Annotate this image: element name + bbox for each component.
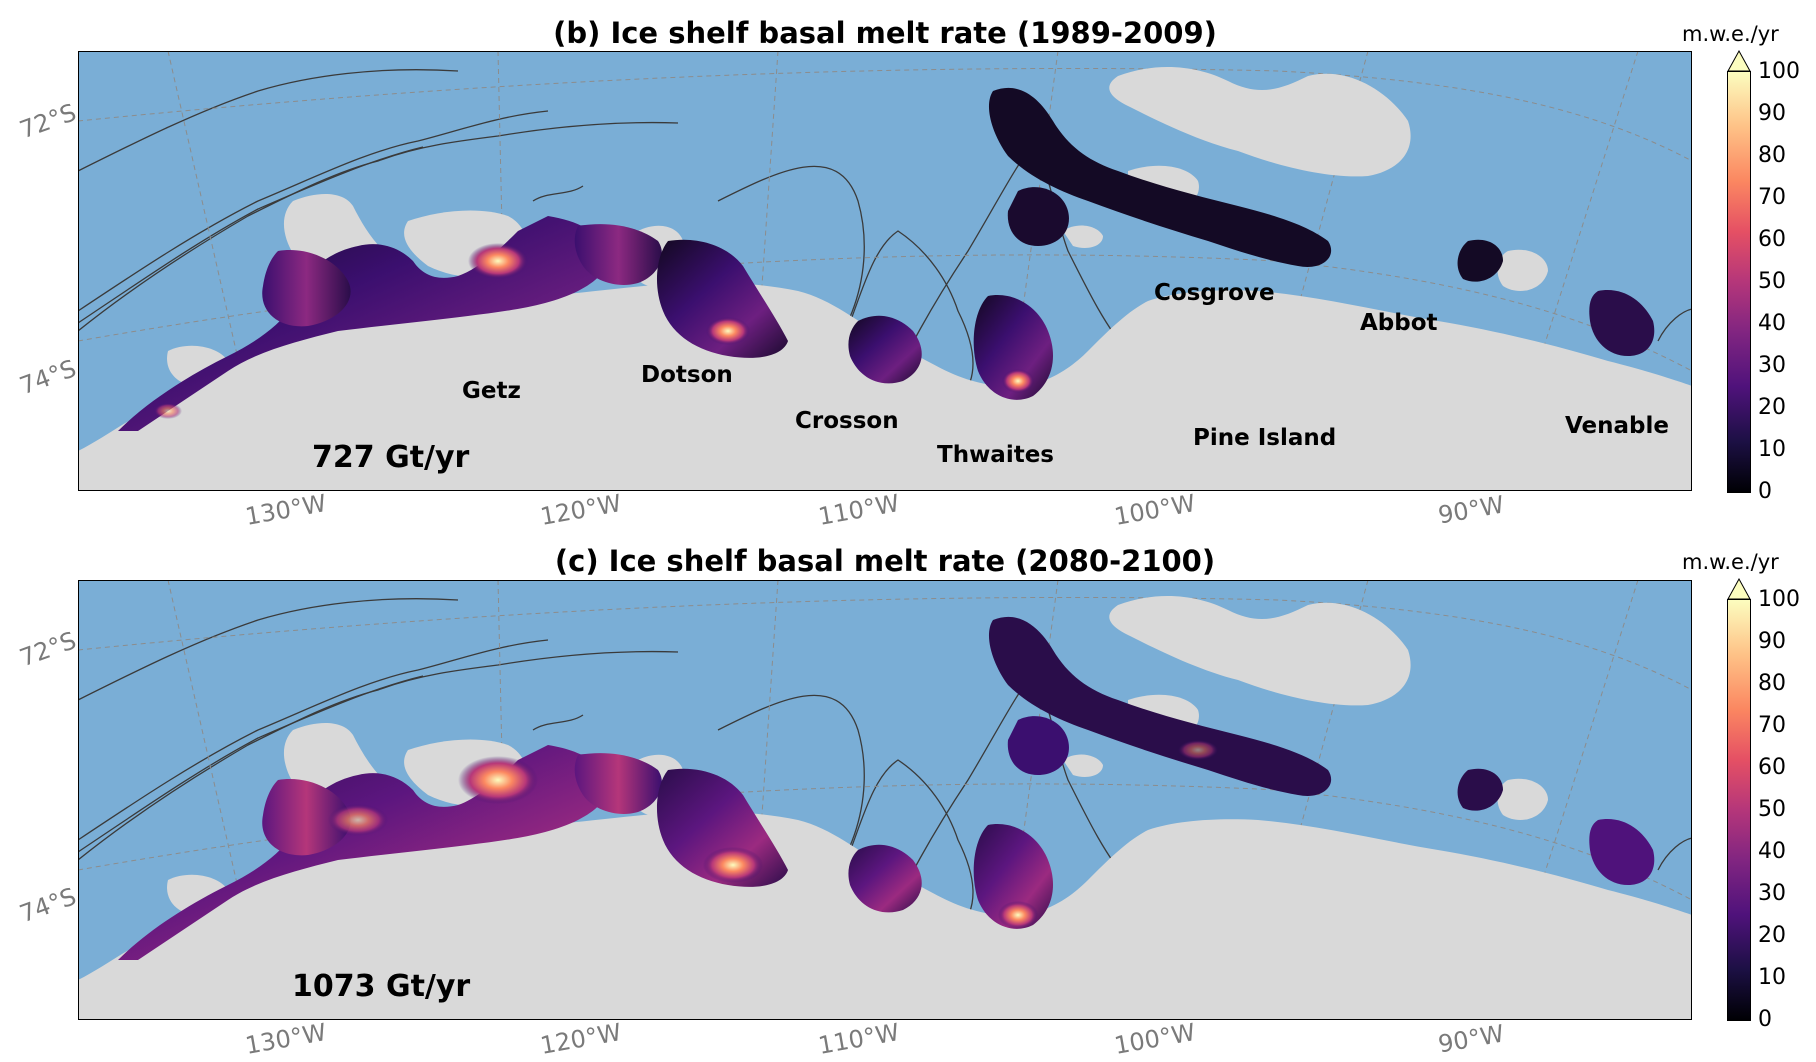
- colorbar-tick: 50: [1758, 797, 1786, 822]
- shelf-label-venable: Venable: [1565, 413, 1669, 439]
- lon-label: 110°W: [816, 1018, 902, 1060]
- abbot-shelf: [988, 87, 1332, 267]
- pine-island-shelf: [973, 295, 1053, 400]
- venable-shelf: [1589, 290, 1655, 356]
- venable-shelf: [1589, 819, 1655, 885]
- east-shelf: [1457, 239, 1503, 282]
- colorbar-tick: 90: [1758, 629, 1786, 654]
- shelf-label-crosson: Crosson: [795, 408, 899, 434]
- getz-west: [262, 250, 351, 327]
- colorbar-tick: 50: [1758, 269, 1786, 294]
- shelf-label-cosgrove: Cosgrove: [1154, 280, 1275, 306]
- lon-label: 120°W: [538, 1018, 624, 1060]
- lat-label: 72°S: [16, 626, 80, 673]
- ice-shelves-melt: [118, 87, 1655, 431]
- map-border: [78, 51, 1692, 491]
- total-melt-label: 1073 Gt/yr: [292, 969, 471, 1004]
- lon-label: 110°W: [816, 489, 902, 531]
- colorbar-extend-arrow: [1727, 50, 1751, 72]
- cosgrove-shelf: [1007, 716, 1069, 775]
- melt-hotspot: [1178, 740, 1218, 760]
- colorbar-tick: 30: [1758, 881, 1786, 906]
- lat-label: 72°S: [16, 98, 80, 145]
- colorbar-tick: 20: [1758, 395, 1786, 420]
- colorbar-tick: 80: [1758, 143, 1786, 168]
- colorbar-tick: 70: [1758, 185, 1786, 210]
- colorbar-tick: 80: [1758, 671, 1786, 696]
- colorbar-tick: 70: [1758, 713, 1786, 738]
- shelf-label-dotson: Dotson: [641, 362, 733, 388]
- map-border: [78, 580, 1692, 1020]
- colorbar-tick: 90: [1758, 101, 1786, 126]
- lon-label: 130°W: [243, 489, 329, 531]
- lat-label: 74°S: [16, 882, 80, 929]
- dotson-shelf: [574, 753, 662, 815]
- shelf-label-getz: Getz: [462, 378, 521, 404]
- melt-hotspot: [458, 756, 538, 804]
- lon-label: 90°W: [1436, 490, 1507, 530]
- thwaites-shelf: [848, 844, 922, 913]
- melt-hotspot: [998, 901, 1038, 929]
- panel-title: (b) Ice shelf basal melt rate (1989-2009…: [553, 16, 1217, 50]
- melt-hotspot: [706, 317, 750, 345]
- dotson-shelf: [574, 224, 662, 286]
- colorbar-tick: 10: [1758, 437, 1786, 462]
- abbot-shelf: [988, 616, 1332, 796]
- total-melt-label: 727 Gt/yr: [312, 440, 470, 475]
- colorbar-tick: 40: [1758, 839, 1786, 864]
- colorbar-tick: 100: [1758, 587, 1800, 612]
- melt-hotspot: [468, 243, 528, 279]
- lat-label: 74°S: [16, 354, 80, 401]
- lon-label: 120°W: [538, 489, 624, 531]
- colorbar: [1727, 71, 1751, 493]
- shelf-label-abbot: Abbot: [1360, 310, 1438, 336]
- melt-hotspot: [1002, 369, 1034, 393]
- colorbar-tick: 40: [1758, 311, 1786, 336]
- cosgrove-shelf: [1007, 187, 1069, 246]
- melt-hotspot: [328, 804, 388, 836]
- lon-label: 90°W: [1436, 1019, 1507, 1059]
- map-svg: [78, 580, 1692, 1020]
- colorbar-tick: 60: [1758, 755, 1786, 780]
- colorbar-tick: 100: [1758, 59, 1800, 84]
- land-mass: [78, 282, 1692, 491]
- colorbar-tick: 30: [1758, 353, 1786, 378]
- land-mass: [78, 811, 1692, 1020]
- colorbar-extend-arrow: [1727, 578, 1751, 600]
- map-frame: [78, 580, 1692, 1020]
- melt-hotspot: [703, 847, 763, 883]
- map-svg: [78, 51, 1692, 491]
- map-frame: [78, 51, 1692, 491]
- colorbar-tick: 0: [1758, 1007, 1772, 1032]
- melt-hotspot: [154, 403, 182, 419]
- colorbar-unit: m.w.e./yr: [1682, 22, 1779, 46]
- shelf-label-thwaites: Thwaites: [937, 442, 1054, 468]
- colorbar: [1727, 599, 1751, 1021]
- lon-label: 100°W: [1112, 1018, 1198, 1060]
- colorbar-tick: 10: [1758, 965, 1786, 990]
- panel-title: (c) Ice shelf basal melt rate (2080-2100…: [554, 544, 1216, 578]
- pine-island-shelf: [973, 824, 1053, 929]
- lon-label: 130°W: [243, 1018, 329, 1060]
- colorbar-tick: 0: [1758, 479, 1772, 504]
- colorbar-tick: 60: [1758, 227, 1786, 252]
- lon-label: 100°W: [1112, 489, 1198, 531]
- getz-west: [262, 779, 351, 856]
- ice-shelves-melt: [118, 616, 1655, 960]
- east-shelf: [1457, 768, 1503, 811]
- thwaites-shelf: [848, 315, 922, 384]
- crosson-shelf: [656, 239, 788, 358]
- shelf-label-pine-island: Pine Island: [1193, 425, 1337, 451]
- colorbar-unit: m.w.e./yr: [1682, 550, 1779, 574]
- colorbar-tick: 20: [1758, 923, 1786, 948]
